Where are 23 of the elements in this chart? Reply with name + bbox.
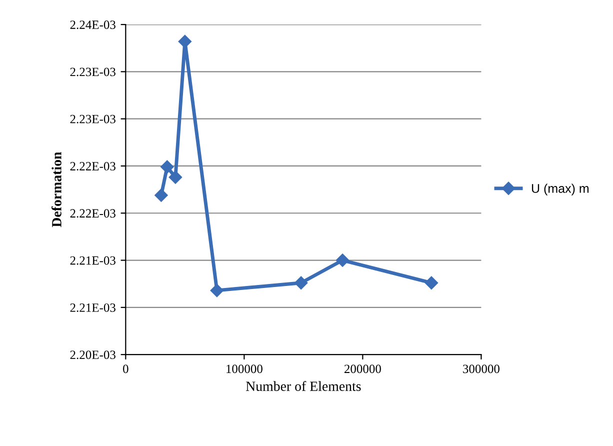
point (294, 276, 308, 290)
y-tick-label: 2.24E-03 (70, 20, 116, 30)
legend-label: U (max) m (532, 184, 589, 196)
point (424, 276, 438, 290)
y-tick-label: 2.22E-03 (70, 162, 116, 170)
x-tick-label: 100000 (226, 364, 262, 374)
point (336, 254, 350, 267)
y-tick-label: 2.23E-03 (70, 68, 116, 76)
y-tick-label: 2.22E-03 (70, 209, 116, 218)
x-tick-label: 300000 (463, 364, 500, 374)
y-tick-label: 2.23E-03 (70, 114, 116, 124)
point (154, 188, 168, 202)
point (210, 284, 224, 298)
y-tick-label: 2.21E-03 (70, 303, 116, 312)
y-tick-label: 2.21E-03 (70, 256, 116, 265)
point (178, 34, 192, 48)
x-tick-label: 0 (123, 364, 128, 374)
x-tick-label: 200000 (344, 364, 381, 374)
y-axis-title: Deformation (51, 152, 62, 228)
point (160, 160, 174, 174)
x-axis-title: Number of Elements (246, 381, 361, 391)
y-tick-label: 2.20E-03 (70, 350, 116, 360)
point (168, 170, 182, 184)
